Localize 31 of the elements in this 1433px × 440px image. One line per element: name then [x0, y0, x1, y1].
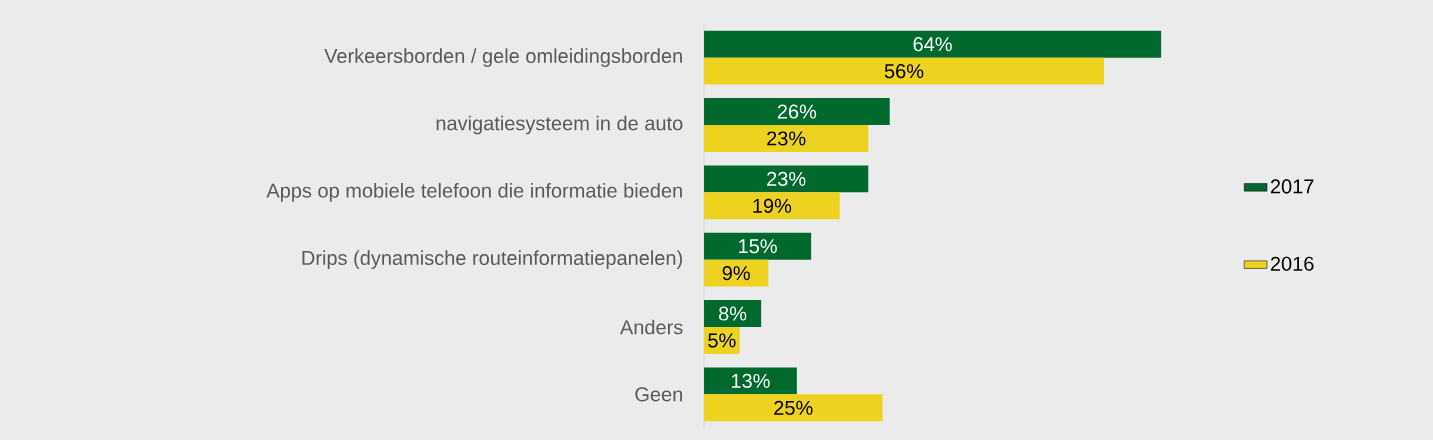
data-label: 8% [719, 306, 747, 321]
data-label: 5% [708, 333, 736, 348]
bar [704, 125, 869, 152]
y-tick-label: Geen [635, 387, 682, 402]
bar [704, 98, 890, 126]
legend-label: 2017 [1270, 179, 1314, 194]
data-label: 19% [753, 198, 792, 213]
y-tick-label: Drips (dynamische routeinformatiepanelen) [302, 250, 682, 269]
data-label: 13% [731, 373, 770, 388]
bar [704, 232, 812, 260]
data-label: 23% [767, 171, 806, 186]
bar [704, 367, 797, 395]
data-label: 56% [884, 64, 924, 79]
data-label: 9% [722, 266, 750, 281]
bar [704, 259, 769, 287]
bar [704, 394, 883, 422]
bar [704, 30, 1162, 58]
data-label: 23% [767, 131, 806, 146]
y-tick-label: Apps op mobiele telefoon die informatie bieden [266, 183, 682, 202]
bar [704, 57, 1105, 85]
bar [704, 300, 762, 327]
legend-label: 2016 [1270, 256, 1314, 271]
bar [704, 165, 869, 193]
y-tick-label: Anders [619, 319, 683, 335]
data-label: 15% [739, 239, 777, 254]
y-tick-label: navigatiesysteem in de auto [436, 115, 683, 135]
bar [704, 192, 840, 220]
y-tick-label: Verkeersborden / gele omleidingsborden [324, 48, 682, 67]
data-label: 25% [774, 400, 813, 415]
data-label: 64% [913, 37, 952, 52]
data-label: 26% [777, 104, 817, 119]
